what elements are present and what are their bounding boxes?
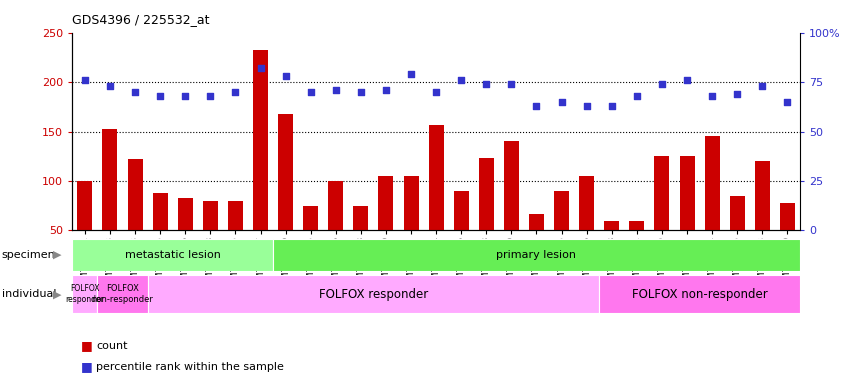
- Bar: [755, 161, 770, 230]
- Text: primary lesion: primary lesion: [496, 250, 576, 260]
- Bar: [729, 196, 745, 230]
- Point: [78, 77, 92, 83]
- Bar: [203, 201, 218, 230]
- Point: [279, 73, 293, 79]
- Bar: [599, 275, 800, 313]
- Text: percentile rank within the sample: percentile rank within the sample: [96, 362, 284, 372]
- Point: [555, 99, 568, 105]
- Bar: [97, 275, 147, 313]
- Point: [630, 93, 643, 99]
- Bar: [147, 275, 599, 313]
- Point: [580, 103, 593, 109]
- Text: ▶: ▶: [53, 250, 61, 260]
- Bar: [705, 136, 720, 230]
- Bar: [303, 206, 318, 230]
- Bar: [228, 201, 243, 230]
- Point: [529, 103, 543, 109]
- Point: [756, 83, 769, 89]
- Point: [429, 89, 443, 95]
- Point: [329, 87, 343, 93]
- Point: [254, 65, 267, 71]
- Point: [129, 89, 142, 95]
- Bar: [273, 239, 800, 271]
- Bar: [253, 50, 268, 230]
- Point: [605, 103, 619, 109]
- Text: count: count: [96, 341, 128, 351]
- Bar: [479, 158, 494, 230]
- Point: [354, 89, 368, 95]
- Bar: [102, 129, 117, 230]
- Point: [179, 93, 192, 99]
- Point: [229, 89, 243, 95]
- Bar: [353, 206, 368, 230]
- Bar: [178, 198, 193, 230]
- Point: [730, 91, 744, 97]
- Bar: [278, 114, 293, 230]
- Point: [454, 77, 468, 83]
- Bar: [429, 124, 443, 230]
- Point: [153, 93, 167, 99]
- Bar: [630, 220, 644, 230]
- Bar: [328, 181, 343, 230]
- Bar: [654, 156, 670, 230]
- Point: [680, 77, 694, 83]
- Text: ▶: ▶: [53, 289, 61, 299]
- Point: [380, 87, 393, 93]
- Bar: [128, 159, 143, 230]
- Bar: [529, 214, 544, 230]
- Point: [705, 93, 719, 99]
- Bar: [604, 220, 620, 230]
- Text: FOLFOX responder: FOLFOX responder: [319, 288, 428, 301]
- Point: [404, 71, 418, 77]
- Bar: [77, 181, 93, 230]
- Point: [780, 99, 794, 105]
- Point: [304, 89, 317, 95]
- Text: FOLFOX
non-responder: FOLFOX non-responder: [92, 285, 153, 304]
- Bar: [580, 176, 594, 230]
- Bar: [403, 176, 419, 230]
- Bar: [72, 275, 97, 313]
- Bar: [554, 191, 569, 230]
- Bar: [504, 141, 519, 230]
- Text: individual: individual: [2, 289, 56, 299]
- Point: [203, 93, 217, 99]
- Text: ■: ■: [81, 360, 93, 373]
- Text: metastatic lesion: metastatic lesion: [125, 250, 220, 260]
- Text: specimen: specimen: [2, 250, 55, 260]
- Bar: [679, 156, 694, 230]
- Text: GDS4396 / 225532_at: GDS4396 / 225532_at: [72, 13, 210, 26]
- Point: [505, 81, 518, 87]
- Point: [103, 83, 117, 89]
- Bar: [72, 239, 273, 271]
- Text: FOLFOX non-responder: FOLFOX non-responder: [631, 288, 768, 301]
- Bar: [152, 193, 168, 230]
- Text: FOLFOX
responder: FOLFOX responder: [66, 285, 105, 304]
- Point: [655, 81, 669, 87]
- Bar: [379, 176, 393, 230]
- Bar: [454, 191, 469, 230]
- Point: [479, 81, 493, 87]
- Bar: [780, 203, 795, 230]
- Text: ■: ■: [81, 339, 93, 352]
